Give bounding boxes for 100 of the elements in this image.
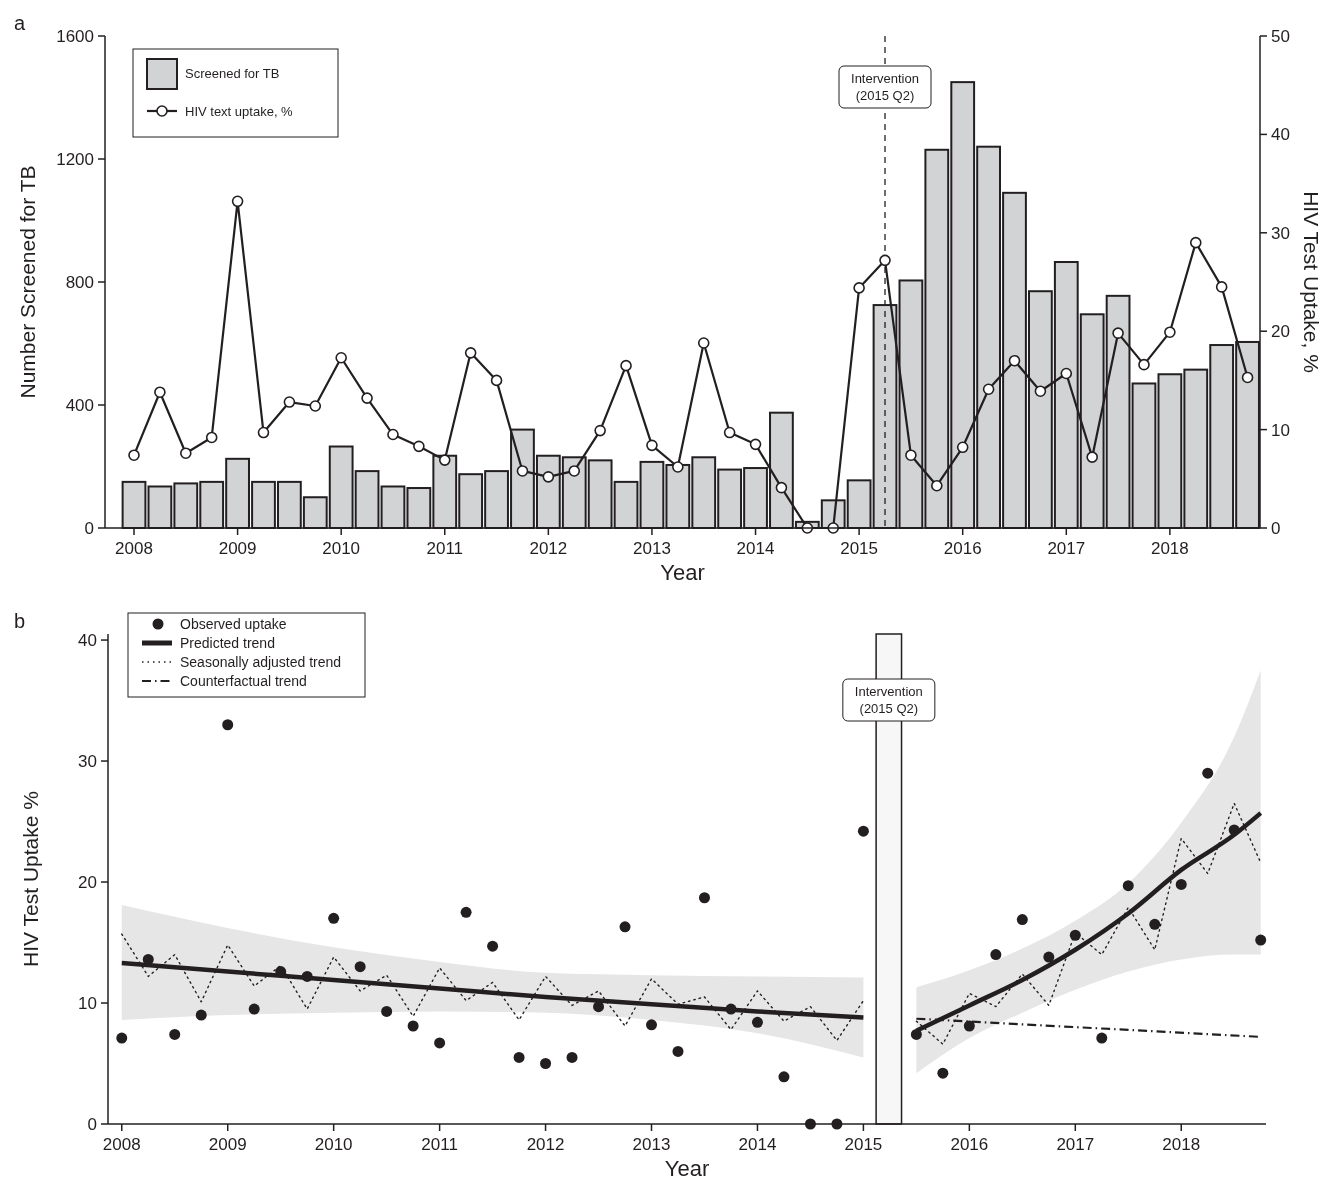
x-tick-label: 2008: [115, 539, 153, 558]
point: [1008, 354, 1021, 367]
point: [956, 441, 969, 454]
point: [1043, 951, 1055, 963]
x-tick-label: 2009: [208, 1135, 247, 1154]
x-axis-title: Year: [664, 1156, 710, 1181]
point: [905, 449, 917, 461]
point: [1241, 371, 1254, 384]
point: [1215, 281, 1228, 293]
x-tick-label: 2012: [529, 539, 568, 558]
point: [464, 347, 477, 359]
point: [116, 1032, 128, 1044]
band-label: Intervention (2015 Q2): [854, 684, 923, 716]
point: [566, 1051, 578, 1063]
text: b: [14, 610, 26, 632]
x-tick-label: 2016: [943, 539, 982, 558]
legend-label: Counterfactual trend: [180, 673, 307, 689]
legend-label: Observed uptake: [180, 616, 287, 632]
y-tick-label: 1200: [56, 150, 94, 169]
point: [195, 1009, 207, 1021]
legend-entry: Screened for TB: [146, 58, 280, 90]
point: [128, 449, 140, 461]
point: [931, 479, 943, 492]
x-tick-label: 2010: [314, 1135, 353, 1154]
x-tick-label: 2018: [1150, 539, 1189, 558]
x-tick-label: 2017: [1056, 1135, 1095, 1154]
x-tick-label: 2017: [1047, 539, 1086, 558]
point: [487, 940, 499, 952]
y-tick-label: 400: [65, 396, 94, 415]
point: [438, 454, 451, 466]
x-tick-label: 2010: [322, 539, 361, 558]
y2-tick-label: 10: [1271, 420, 1290, 440]
point: [413, 440, 425, 453]
y-tick-label: 30: [78, 752, 97, 772]
point: [180, 447, 192, 460]
point: [248, 1003, 260, 1015]
y-tick-label: 0: [87, 1115, 97, 1134]
y-tick-label: 20: [78, 873, 97, 893]
point: [963, 1020, 975, 1032]
y2-tick-label: 50: [1271, 27, 1290, 46]
point: [387, 428, 399, 441]
point: [169, 1028, 181, 1040]
legend-label: Seasonally adjusted trend: [180, 654, 342, 670]
point: [257, 426, 270, 439]
point: [697, 337, 710, 349]
point: [309, 400, 322, 412]
point: [879, 254, 891, 267]
point: [751, 1016, 763, 1028]
legend-label: HIV text uptake, %: [185, 104, 294, 119]
point: [540, 1058, 552, 1070]
x-tick-label: 2013: [632, 1135, 671, 1154]
point: [283, 396, 296, 408]
y-tick-label: 800: [65, 273, 94, 292]
point: [594, 424, 606, 437]
point: [1189, 236, 1202, 249]
x-tick-label: 2011: [421, 1135, 458, 1154]
point: [381, 1005, 393, 1017]
x-tick-label: 2018: [1162, 1135, 1201, 1154]
x-tick-label: 2008: [102, 1135, 141, 1154]
x-tick-label: 2014: [736, 539, 775, 558]
point: [853, 282, 865, 294]
y2-tick-label: 30: [1271, 223, 1290, 243]
legend-label: Screened for TB: [185, 66, 280, 81]
legend-label: Predicted trend: [180, 635, 275, 651]
point: [937, 1067, 949, 1079]
point: [672, 1045, 684, 1057]
point: [749, 438, 762, 451]
legend-entry: HIV text uptake, %: [147, 104, 293, 119]
point: [619, 921, 631, 933]
x-tick-label: 2014: [738, 1135, 777, 1154]
point: [1069, 929, 1081, 941]
point: [1096, 1032, 1108, 1044]
point: [857, 825, 869, 837]
x-tick-label: 2013: [633, 539, 671, 558]
point: [990, 949, 1002, 961]
point: [222, 719, 234, 731]
point: [620, 359, 632, 372]
x-tick-label: 2016: [950, 1135, 989, 1154]
x-tick-label: 2015: [844, 1135, 883, 1154]
x-tick-label: 2009: [218, 539, 257, 558]
point: [1016, 914, 1028, 926]
point: [1086, 451, 1098, 463]
legend-entry: Predicted trend: [142, 635, 275, 651]
point: [490, 374, 503, 387]
y-tick-label: 0: [84, 519, 94, 538]
point: [646, 439, 658, 452]
point: [301, 970, 313, 982]
point: [1112, 327, 1124, 339]
point: [672, 461, 684, 473]
point: [775, 481, 788, 494]
point: [1164, 326, 1176, 338]
point: [328, 912, 340, 924]
point: [1149, 918, 1161, 930]
point: [646, 1019, 658, 1031]
point: [1255, 934, 1267, 946]
point: [154, 386, 166, 399]
y-tick-label: 1600: [56, 27, 94, 46]
point: [725, 1003, 737, 1015]
point: [354, 961, 366, 973]
point: [434, 1037, 446, 1049]
